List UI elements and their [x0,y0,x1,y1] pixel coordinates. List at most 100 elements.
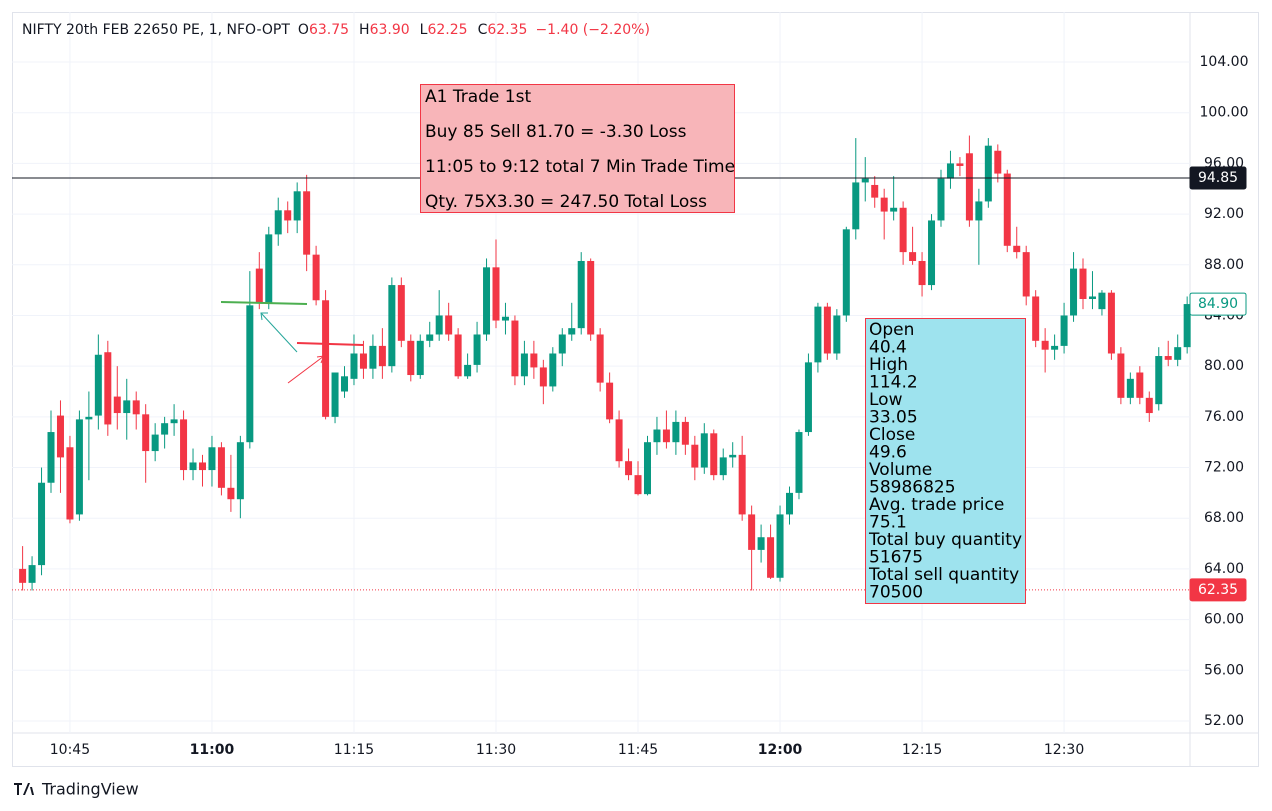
candle-body [587,260,595,335]
candle-body [388,285,396,367]
x-tick-label: 12:15 [902,742,942,758]
candle-body [312,254,320,301]
info-label: Volume [869,460,932,480]
info-label: Avg. trade price [869,495,1004,515]
candle-body [767,537,775,578]
symbol: NIFTY 20th FEB 22650 PE, 1, NFO-OPT [22,22,290,38]
candle-body [123,400,131,414]
candle-body [861,178,869,183]
candle-body [236,442,244,500]
candle-body [625,461,633,476]
candle-body [909,252,917,261]
plot [19,135,1191,591]
candle-body [56,415,64,458]
candle-body [1183,304,1191,348]
candle-body [946,163,954,179]
ohlc-value: 62.35 [487,22,528,38]
candle-body [180,419,188,471]
x-tick-label: 11:15 [334,742,374,758]
candle-body [965,153,973,221]
candle-body [549,353,557,387]
candle-body [265,234,273,303]
candle-body [928,220,936,286]
candle-body [331,372,339,417]
candle-body [643,442,651,495]
candle-body [823,306,831,354]
info-box [865,318,1026,604]
candle-body [454,334,462,377]
candle-body [1070,268,1078,316]
candle-body [397,285,405,341]
candle-body [142,414,150,452]
y-tick-label: 68.00 [1204,510,1244,526]
candle-body [1079,268,1087,300]
x-tick-label: 11:30 [476,742,516,758]
drawing-arrow-head [316,355,325,364]
candle-body [19,568,27,583]
y-tick-label: 88.00 [1204,257,1244,273]
info-label: Low [869,390,903,410]
candle-body [170,419,178,424]
candle-body [378,345,386,367]
candle-body [984,145,992,202]
info-value: 33.05 [869,408,918,428]
candle-body [1155,356,1163,405]
candle-body [464,364,472,377]
candle-body [369,345,377,369]
ohlc-label: O [297,22,309,38]
candle-body [1107,292,1115,354]
candle-body [407,340,415,376]
candle-body [719,457,727,476]
candle-body [350,353,358,379]
y-tick-label: 52.00 [1204,713,1244,729]
info-label: Total sell quantity [868,565,1019,585]
brand-logo [14,783,34,795]
price-label-box [1189,578,1247,602]
candle-body [416,340,424,376]
candle-body [445,315,453,335]
ohlc-label: H [359,22,370,38]
candle-body [653,429,661,443]
drawing-arrow [260,312,298,353]
candle-body [994,150,1002,174]
y-tick-label: 56.00 [1204,662,1244,678]
change: −1.40 (−2.20%) [535,22,650,38]
candle-body [1117,353,1125,398]
candle-body [738,454,746,515]
ohlc-value: 63.90 [369,22,410,38]
candle-body [890,207,898,212]
info-label: Total buy quantity [868,530,1022,550]
x-tick-label: 11:00 [190,742,235,758]
candle-body [1051,345,1059,350]
candle-body [776,514,784,578]
info-value: 51675 [869,548,923,568]
candle-body [596,334,604,383]
ohlc-value: 63.75 [308,22,350,38]
x-tick-label: 10:45 [50,742,90,758]
candle-body [710,433,718,476]
candle-body [1174,347,1182,360]
candle-body [577,260,585,329]
candle-body [501,316,509,321]
candle-body [293,191,301,221]
candle-body [28,565,36,583]
annotation-text: 11:05 to 9:12 total 7 Min Trade Time [425,157,735,177]
candle-body [880,197,888,212]
info-value: 58986825 [869,478,956,498]
candle-body [814,306,822,363]
candle-body [530,353,538,368]
candle-body [198,462,206,471]
candle-body [104,352,112,425]
info-value: 49.6 [869,443,907,463]
candle-body [1032,296,1040,341]
candle-body [38,482,46,566]
drawing-arrow [287,355,325,384]
annotation-text: Buy 85 Sell 81.70 = -3.30 Loss [425,122,687,142]
info-value: 75.1 [869,513,907,533]
y-tick-label: 104.00 [1200,54,1249,70]
candle-body [615,419,623,462]
candle-body [341,376,349,392]
price-label: 94.85 [1198,170,1238,186]
candle-body [558,334,566,354]
